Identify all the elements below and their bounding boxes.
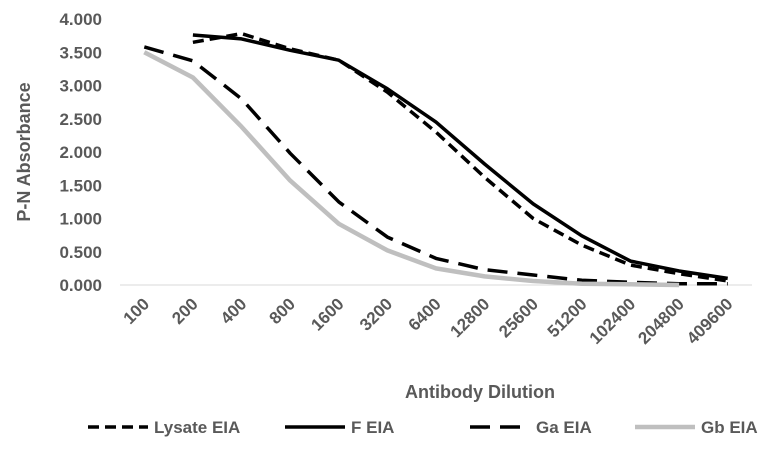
legend-label: Lysate EIA bbox=[154, 418, 240, 437]
plot-area bbox=[120, 31, 752, 288]
series-line-gb-eia bbox=[143, 50, 680, 288]
x-tick-label: 3200 bbox=[356, 294, 396, 334]
x-tick-label: 12800 bbox=[447, 294, 494, 341]
x-tick-label: 1600 bbox=[307, 294, 347, 334]
series-line-f-eia bbox=[192, 33, 728, 281]
x-tick-label: 51200 bbox=[544, 294, 591, 341]
y-tick-label: 2.000 bbox=[59, 143, 102, 162]
y-tick-label: 1.500 bbox=[59, 176, 102, 195]
legend: Lysate EIA F EIA Ga EIA Gb EIA bbox=[88, 418, 758, 437]
x-tick-label: 102400 bbox=[586, 294, 640, 348]
x-tick-label: 100 bbox=[120, 294, 153, 327]
x-tick-label: 6400 bbox=[405, 294, 445, 334]
y-tick-label: 0.000 bbox=[59, 276, 102, 295]
x-tick-label: 25600 bbox=[495, 294, 542, 341]
y-tick-label: 2.500 bbox=[59, 110, 102, 129]
legend-item: Ga EIA bbox=[470, 418, 592, 437]
y-axis-ticks: 0.000 0.500 1.000 1.500 2.000 2.500 3.000 3.500… bbox=[59, 10, 102, 295]
y-tick-label: 3.500 bbox=[59, 43, 102, 62]
x-tick-label: 204800 bbox=[634, 294, 688, 348]
legend-label: F EIA bbox=[351, 418, 394, 437]
y-tick-label: 1.000 bbox=[59, 210, 102, 229]
y-tick-label: 0.500 bbox=[59, 243, 102, 262]
legend-item: Lysate EIA bbox=[88, 418, 240, 437]
x-axis-ticks: 100 200 400 800 1600 3200 6400 12800 25600 512001… bbox=[120, 294, 737, 348]
series-line-ga-eia bbox=[143, 45, 728, 286]
legend-label: Ga EIA bbox=[536, 418, 592, 437]
legend-label: Gb EIA bbox=[701, 418, 758, 437]
series-line-lysate-eia bbox=[192, 31, 728, 283]
legend-item: F EIA bbox=[285, 418, 394, 437]
legend-item: Gb EIA bbox=[635, 418, 758, 437]
y-tick-label: 3.000 bbox=[59, 77, 102, 96]
x-tick-label: 400 bbox=[217, 294, 250, 327]
x-tick-label: 800 bbox=[265, 294, 298, 327]
x-axis-title: Antibody Dilution bbox=[405, 382, 555, 402]
x-tick-label: 200 bbox=[168, 294, 201, 327]
y-tick-label: 4.000 bbox=[59, 10, 102, 29]
x-tick-label: 409600 bbox=[683, 294, 737, 348]
y-axis-title: P-N Absorbance bbox=[14, 82, 34, 221]
